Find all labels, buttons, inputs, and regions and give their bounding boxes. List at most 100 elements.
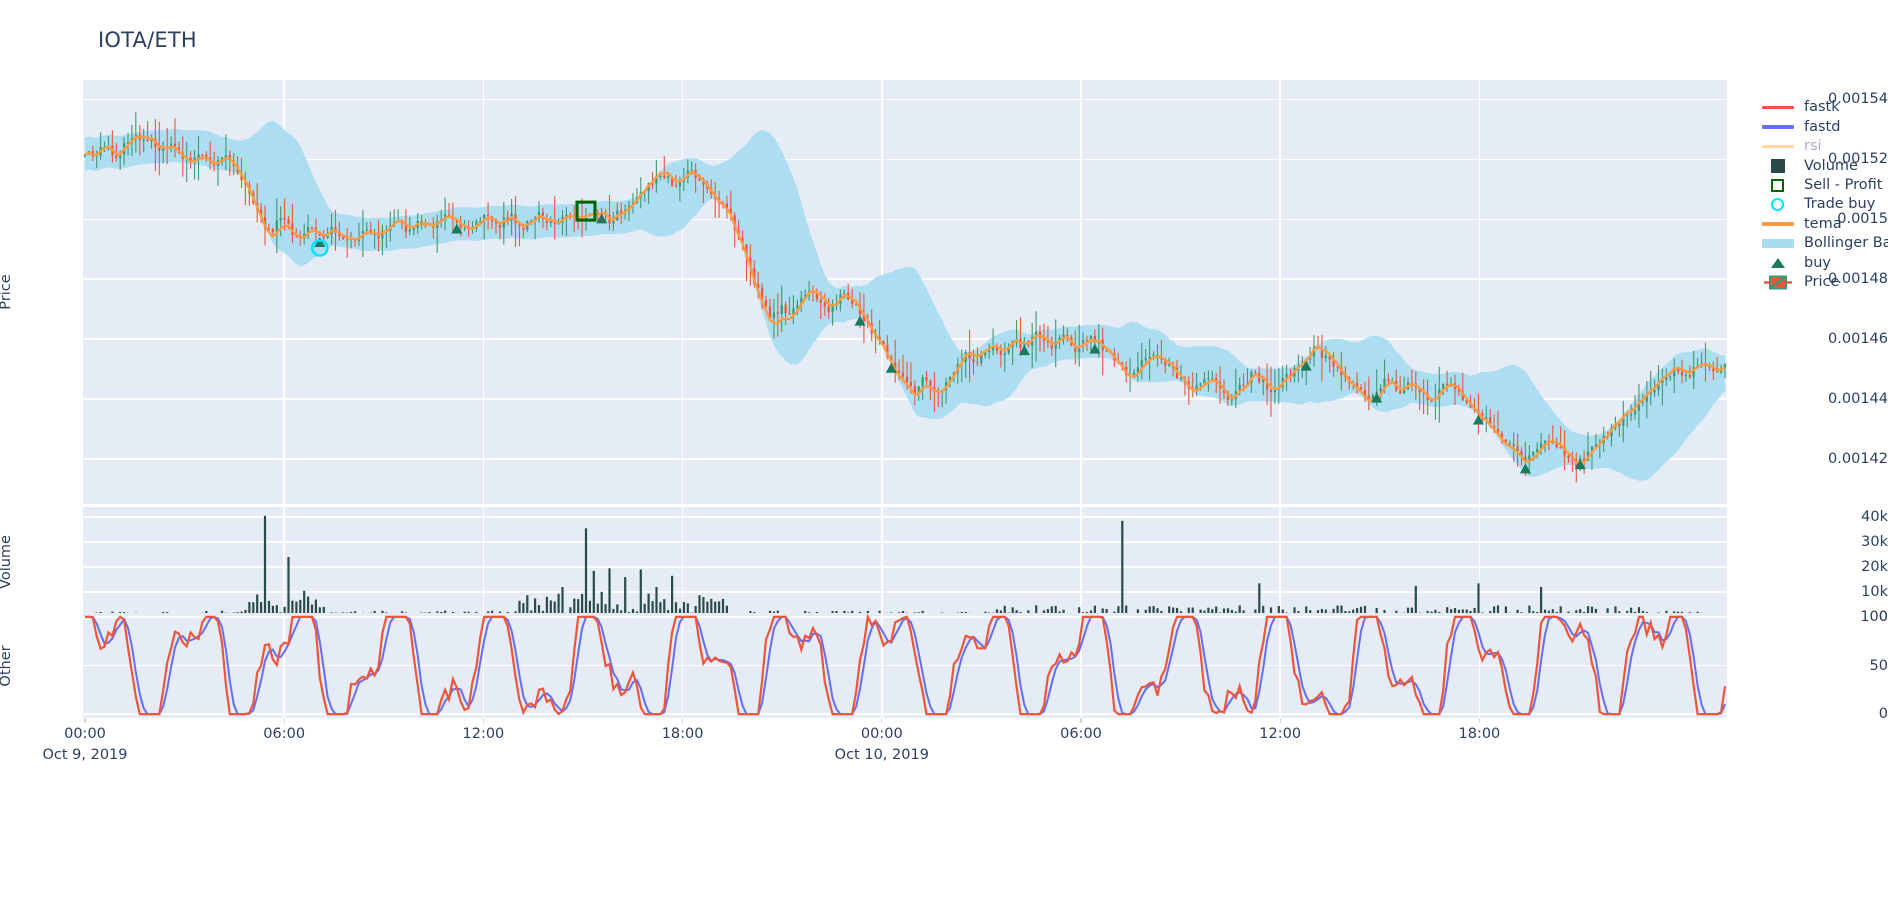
volume-plot-area[interactable] bbox=[83, 507, 1727, 617]
legend-band-swatch-icon bbox=[1760, 234, 1796, 253]
volume-series-svg bbox=[83, 515, 1727, 617]
gridline-vertical bbox=[283, 613, 285, 718]
y-axis-tick-label: 0.00142 bbox=[1828, 451, 1888, 468]
line-swatch-icon bbox=[1762, 106, 1794, 110]
hollow-square-icon bbox=[1771, 178, 1784, 192]
x-axis-tick-mark bbox=[1478, 718, 1481, 723]
legend-line-swatch-icon bbox=[1760, 215, 1796, 234]
legend-item-volume[interactable]: Volume bbox=[1760, 156, 1888, 175]
other-series-svg bbox=[85, 613, 1727, 716]
buy-marker bbox=[854, 315, 866, 326]
y-axis-tick-label: 0 bbox=[1878, 706, 1888, 723]
gridline-horizontal bbox=[83, 516, 1727, 518]
price-series-svg bbox=[83, 111, 1727, 483]
volume-bars bbox=[83, 515, 1727, 617]
gridline-vertical bbox=[881, 613, 883, 718]
legend-item-tema[interactable]: tema bbox=[1760, 214, 1888, 233]
x-axis-tick-mark bbox=[681, 718, 684, 723]
y-axis-tick-label: 0.00146 bbox=[1828, 331, 1888, 348]
other-plot-area[interactable] bbox=[83, 613, 1727, 718]
gridline-vertical bbox=[283, 80, 285, 504]
y-axis-tick-label: 40k bbox=[1861, 509, 1888, 525]
y-axis-tick-label: 0 bbox=[1878, 609, 1888, 625]
buy-marker bbox=[451, 223, 463, 234]
gridline-horizontal bbox=[83, 566, 1727, 568]
y-axis-tick-label: 0.00152 bbox=[1828, 151, 1888, 168]
price-plot-area[interactable] bbox=[83, 80, 1727, 504]
trade-buy-marker[interactable] bbox=[311, 239, 329, 257]
legend-item-bollinger-band[interactable]: Bollinger Band bbox=[1760, 234, 1888, 253]
legend-item-label: Volume bbox=[1804, 157, 1858, 174]
buy-marker bbox=[1574, 459, 1586, 470]
y-axis-tick-label: 30k bbox=[1861, 534, 1888, 550]
gridline-vertical bbox=[283, 507, 285, 617]
x-axis-tick-mark bbox=[1080, 718, 1082, 723]
x-axis-tick-label: 00:00 bbox=[860, 726, 903, 742]
gridline-horizontal bbox=[83, 158, 1727, 161]
legend-item-label: tema bbox=[1804, 215, 1842, 232]
filled-square-icon bbox=[1771, 158, 1785, 173]
legend-item-label: Bollinger Band bbox=[1804, 235, 1888, 252]
y-axis-tick-label: 10k bbox=[1861, 584, 1888, 600]
line-swatch-icon bbox=[1762, 222, 1794, 226]
legend-circle-icon bbox=[1760, 195, 1796, 214]
gridline-vertical bbox=[1279, 507, 1281, 617]
x-axis-tick-mark bbox=[283, 718, 285, 723]
buy-marker bbox=[1371, 392, 1383, 403]
triangle-up-icon bbox=[1771, 257, 1785, 268]
legend-item-trade-buy[interactable]: Trade buy bbox=[1760, 195, 1888, 214]
gridline-horizontal bbox=[83, 98, 1727, 101]
legend-item-price[interactable]: Price bbox=[1760, 273, 1888, 292]
y-axis-tick-label: 0.0015 bbox=[1837, 211, 1888, 228]
legend-line-swatch-icon bbox=[1760, 137, 1796, 156]
x-axis-tick-mark bbox=[881, 718, 883, 723]
candlestick-icon bbox=[1764, 275, 1792, 290]
gridline-vertical bbox=[1080, 80, 1082, 504]
gridline-horizontal bbox=[83, 664, 1727, 667]
x-axis-tick-mark bbox=[1279, 718, 1281, 723]
y-axis-tick-label: 100 bbox=[1860, 608, 1888, 625]
gridline-vertical bbox=[881, 507, 883, 617]
legend-square-swatch-icon bbox=[1760, 156, 1796, 175]
legend-item-label: buy bbox=[1804, 254, 1831, 271]
legend-line-swatch-icon bbox=[1760, 98, 1796, 117]
buy-marker bbox=[1472, 414, 1484, 425]
legend-triangle-icon bbox=[1760, 253, 1796, 272]
hollow-circle-icon bbox=[1771, 198, 1784, 212]
legend-item-label: Price bbox=[1804, 273, 1840, 290]
y-axis-tick-label: 0.00144 bbox=[1828, 391, 1888, 408]
sell-profit-marker[interactable] bbox=[575, 200, 597, 222]
gridline-horizontal bbox=[83, 713, 1727, 715]
y-axis-tick-label: 0.00148 bbox=[1828, 271, 1888, 288]
legend-line-swatch-icon bbox=[1760, 118, 1796, 137]
legend-item-buy[interactable]: buy bbox=[1760, 253, 1888, 272]
legend-item-rsi[interactable]: rsi bbox=[1760, 137, 1888, 156]
x-axis-tick-mark bbox=[84, 718, 86, 723]
legend-item-fastd[interactable]: fastd bbox=[1760, 117, 1888, 136]
line-swatch-icon bbox=[1762, 144, 1794, 149]
x-axis-date-label: Oct 10, 2019 bbox=[834, 747, 929, 763]
x-axis-tick-label: 00:00 bbox=[64, 726, 106, 742]
gridline-horizontal bbox=[83, 541, 1727, 543]
fastk-line bbox=[85, 613, 1727, 716]
gridline-vertical bbox=[1080, 613, 1082, 718]
y-axis-tick-label: 50 bbox=[1869, 657, 1888, 674]
buy-marker bbox=[314, 236, 326, 247]
legend-item-label: rsi bbox=[1804, 138, 1822, 155]
gridline-vertical bbox=[482, 613, 485, 718]
buy-marker bbox=[885, 362, 897, 373]
buy-marker bbox=[596, 213, 608, 224]
buy-markers[interactable] bbox=[314, 213, 1586, 474]
gridline-vertical bbox=[482, 507, 485, 617]
legend-item-fastk[interactable]: fastk bbox=[1760, 98, 1888, 117]
x-axis-tick-label: 06:00 bbox=[1060, 726, 1102, 742]
page-title: IOTA/ETH bbox=[98, 28, 197, 52]
chart-legend[interactable]: fastk fastd rsi Volume Sell - Profit Trade bu… bbox=[1760, 98, 1888, 292]
legend-item-sell-profit[interactable]: Sell - Profit bbox=[1760, 176, 1888, 195]
legend-item-label: Sell - Profit bbox=[1804, 177, 1883, 193]
gridline-vertical bbox=[681, 507, 684, 617]
y-axis-tick-label: 0.00154 bbox=[1828, 91, 1888, 108]
gridline-horizontal bbox=[83, 398, 1727, 400]
x-axis-tick-label: 12:00 bbox=[1259, 726, 1302, 742]
